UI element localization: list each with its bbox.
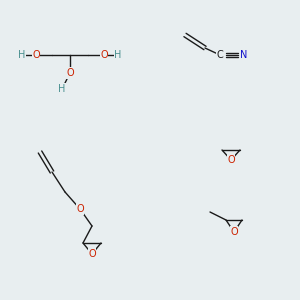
Text: N: N xyxy=(240,50,248,60)
Text: O: O xyxy=(66,68,74,78)
Text: O: O xyxy=(32,50,40,60)
Text: O: O xyxy=(100,50,108,60)
Text: H: H xyxy=(58,84,66,94)
Text: O: O xyxy=(88,249,96,259)
Text: H: H xyxy=(114,50,122,60)
Text: C: C xyxy=(217,50,224,60)
Text: O: O xyxy=(227,155,235,165)
Text: O: O xyxy=(76,204,84,214)
Text: O: O xyxy=(230,227,238,237)
Text: H: H xyxy=(18,50,26,60)
